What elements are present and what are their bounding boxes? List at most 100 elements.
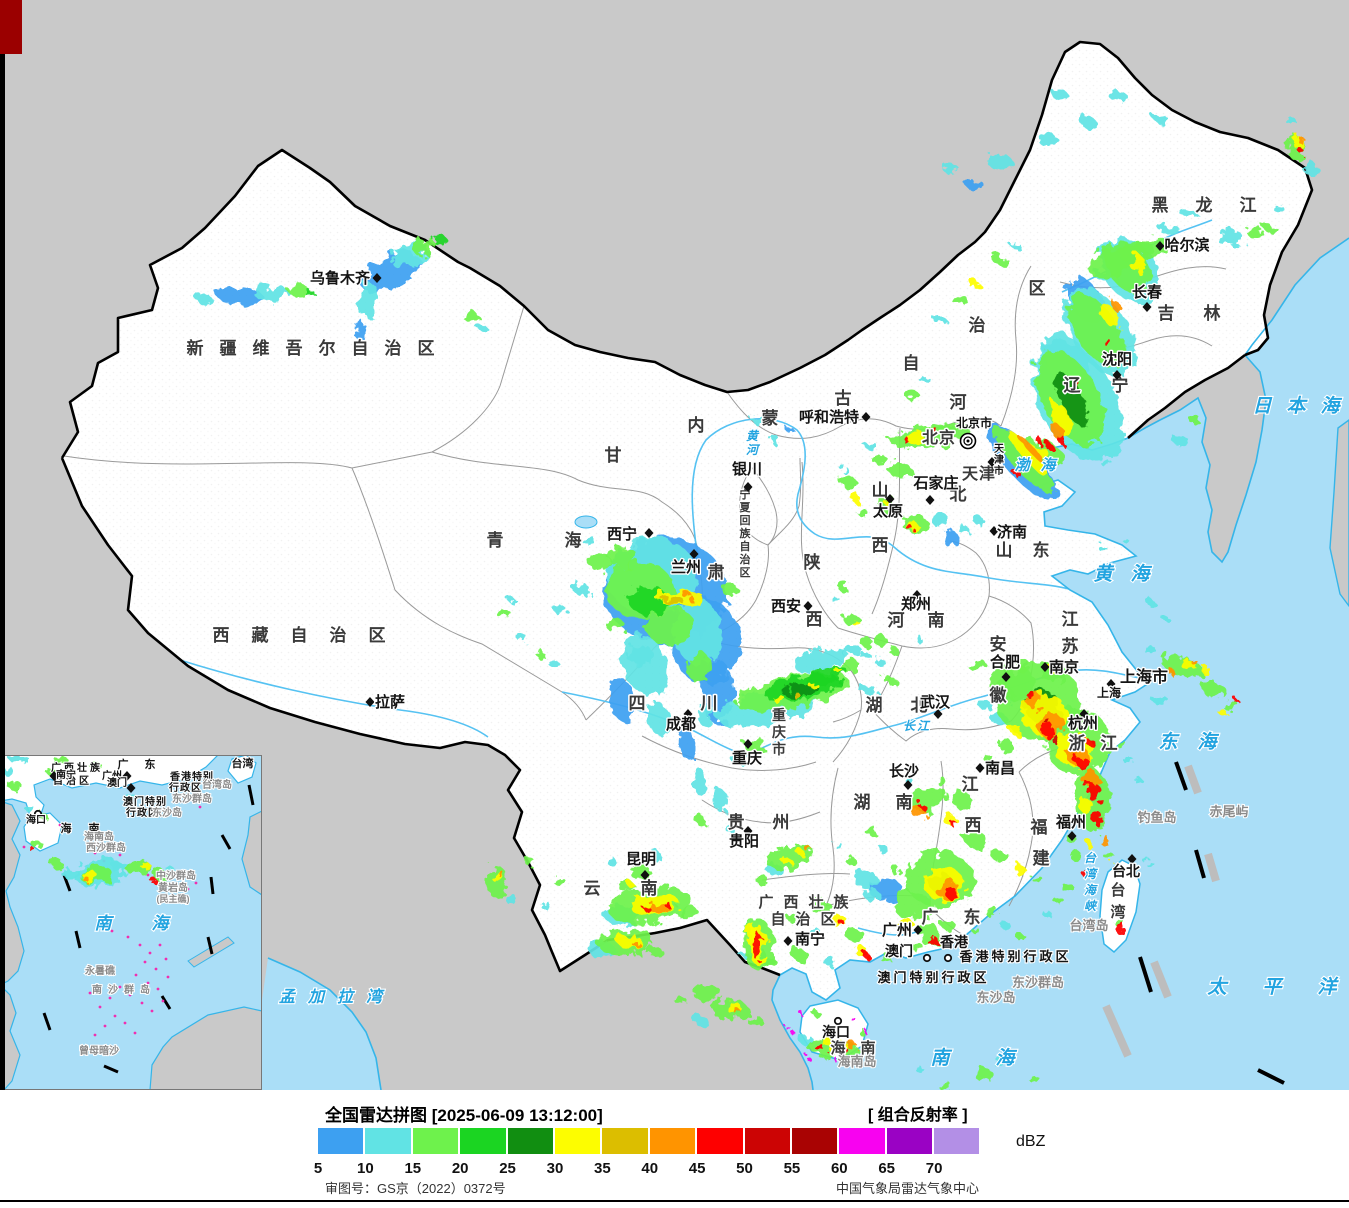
radar-echo xyxy=(860,637,872,647)
map-label: 湾 xyxy=(1110,903,1125,921)
city-marker-diamond xyxy=(49,771,59,781)
map-label: 山 xyxy=(996,541,1013,560)
legend-tick: 15 xyxy=(404,1160,422,1177)
radar-echo xyxy=(1010,725,1022,735)
radar-echo xyxy=(1144,646,1156,654)
map-label: 黑 xyxy=(1152,196,1169,215)
radar-echo xyxy=(1264,224,1276,232)
radar-echo xyxy=(969,659,987,673)
radar-echo xyxy=(1160,225,1180,235)
map-label: 东沙岛 xyxy=(152,806,182,819)
map-label: 沙 xyxy=(108,984,118,996)
radar-echo xyxy=(197,296,213,304)
radar-echo xyxy=(795,647,845,673)
city-marker-diamond xyxy=(372,273,382,283)
city-marker-diamond xyxy=(1112,370,1122,380)
city-marker-circle xyxy=(33,809,43,819)
radar-echo xyxy=(786,427,794,433)
radar-echo xyxy=(1144,859,1152,865)
radar-echo xyxy=(854,871,878,889)
radar-echo xyxy=(287,285,309,295)
dash-segment xyxy=(220,834,232,850)
map-label: 自 xyxy=(903,353,920,373)
radar-echo xyxy=(61,867,79,879)
radar-echo xyxy=(971,927,979,933)
radar-echo xyxy=(952,295,968,305)
map-label: 西宁 xyxy=(607,525,637,543)
radar-echo xyxy=(847,858,857,866)
capital-marker-dot xyxy=(966,439,970,443)
radar-echo xyxy=(796,849,804,855)
radar-echo xyxy=(498,610,512,620)
city-marker-diamond xyxy=(743,482,753,492)
map-label: 自 xyxy=(291,625,308,645)
map-label: 台湾岛 xyxy=(1069,918,1108,933)
radar-echo xyxy=(647,947,663,957)
radar-echo xyxy=(413,238,437,256)
city-marker-diamond xyxy=(987,457,997,467)
map-label: 广州 xyxy=(102,769,122,782)
map-label: 江 xyxy=(917,719,931,733)
radar-echo xyxy=(762,955,774,965)
reef-marker xyxy=(194,881,198,885)
radar-echo xyxy=(1285,116,1295,124)
radar-echo xyxy=(149,876,155,882)
radar-echo xyxy=(748,1017,764,1027)
radar-echo xyxy=(889,462,911,478)
map-label: 西 xyxy=(64,762,74,774)
map-label: 行 xyxy=(1022,949,1036,964)
map-label: 南昌 xyxy=(985,759,1015,777)
map-label: 港 xyxy=(181,770,192,783)
radar-echo xyxy=(1153,114,1167,122)
map-label: 昆明 xyxy=(626,851,656,868)
radar-echo xyxy=(1086,841,1094,849)
city-marker-diamond xyxy=(1106,679,1116,689)
radar-echo xyxy=(985,907,999,917)
radar-echo xyxy=(856,1027,864,1033)
map-label: 行 xyxy=(168,781,179,794)
radar-echo xyxy=(998,740,1014,752)
map-label: 津 xyxy=(994,453,1004,466)
radar-echo xyxy=(1081,770,1099,786)
map-label: 台 xyxy=(1084,851,1097,865)
radar-echo xyxy=(2,767,14,775)
legend-tick: 25 xyxy=(499,1160,516,1177)
map-label: 治 xyxy=(66,774,76,787)
radar-echo xyxy=(805,846,811,852)
map-label: 内 xyxy=(688,415,705,435)
map-label: 港 xyxy=(975,949,989,964)
radar-echo xyxy=(589,553,611,571)
radar-echo xyxy=(933,429,939,435)
map-label: 海 xyxy=(61,821,72,835)
radar-echo xyxy=(903,437,909,443)
radar-echo xyxy=(992,850,1008,862)
radar-echo xyxy=(126,792,134,798)
radar-echo xyxy=(1218,709,1226,715)
radar-echo xyxy=(965,832,987,848)
inset-indochina xyxy=(0,800,25,986)
map-label: 澳 xyxy=(877,970,891,985)
radar-echo xyxy=(824,957,836,967)
city-marker-diamond xyxy=(975,763,985,773)
map-label: 维 xyxy=(253,338,270,358)
radar-echo xyxy=(645,907,651,913)
radar-echo xyxy=(722,584,738,596)
radar-echo xyxy=(354,320,366,340)
radar-echo xyxy=(1000,921,1010,929)
bottom-frame-line xyxy=(0,1200,1349,1202)
radar-echo xyxy=(857,508,867,516)
pearl-river xyxy=(857,927,917,936)
legend-panel: 全国雷达拼图 [2025-06-09 13:12:00] [ 组合反射率 ] 5… xyxy=(0,1090,1349,1208)
map-license-number: 审图号：GS京（2022）0372号 xyxy=(325,1181,506,1196)
inset-label-layer: 广西壮族自治区南宁广 东广州香港特别行政区澳门澳门特别行政区台 湾海口海 南台湾岛东沙… xyxy=(25,755,255,1058)
legend-swatch-3 xyxy=(412,1128,459,1154)
map-label: 自 xyxy=(740,539,751,553)
legend-tick: 70 xyxy=(925,1160,943,1177)
radar-echo xyxy=(693,1015,707,1025)
radar-echo xyxy=(733,753,751,767)
radar-echo xyxy=(1041,723,1055,737)
radar-echo xyxy=(693,769,707,795)
radar-echo xyxy=(864,825,876,835)
map-label: 东 xyxy=(145,757,156,771)
radar-echo xyxy=(1169,669,1175,675)
